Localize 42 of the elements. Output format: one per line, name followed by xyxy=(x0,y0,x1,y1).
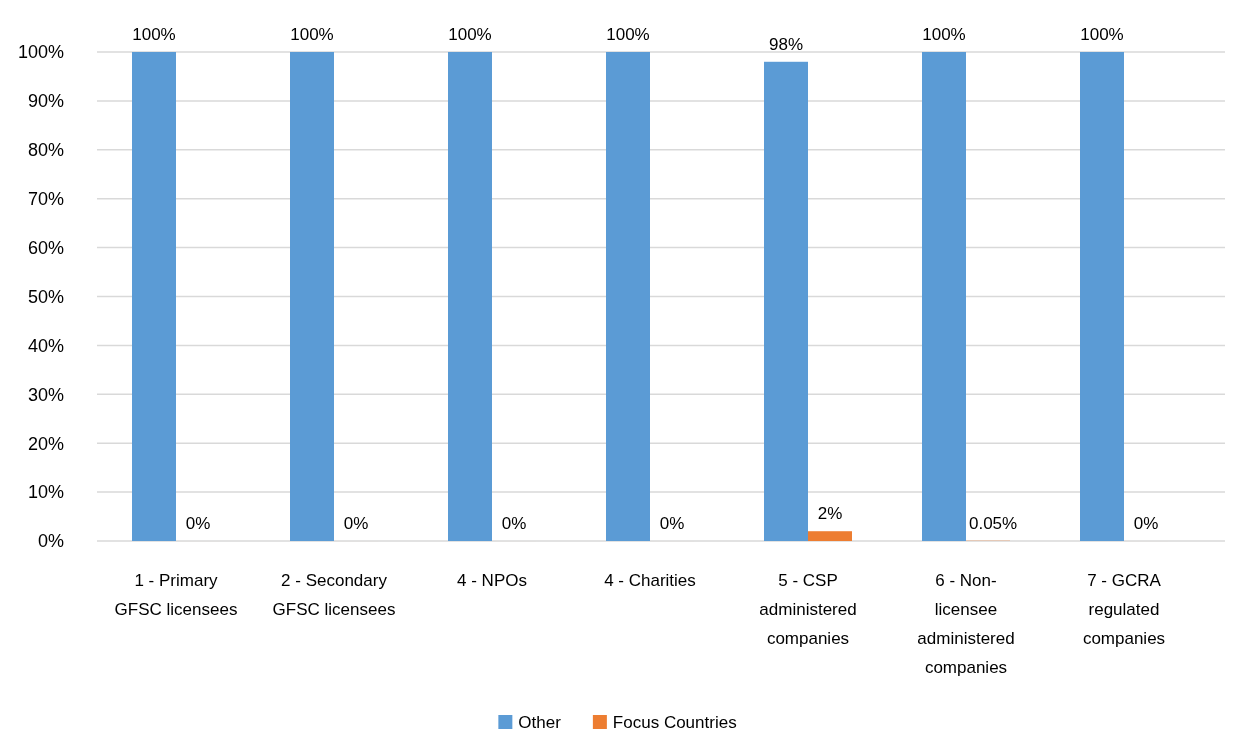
bar xyxy=(606,52,650,541)
x-tick-label: 7 - GCRA regulated companies xyxy=(1082,571,1166,648)
data-label: 2% xyxy=(817,504,843,524)
y-tick-label: 20% xyxy=(27,433,64,454)
legend-label: Other xyxy=(518,712,562,732)
y-tick-label: 90% xyxy=(27,91,64,112)
legend-label: Focus Countries xyxy=(612,712,737,732)
x-tick-label: 4 - Charities xyxy=(604,571,696,590)
x-tick-label: 2 - Secondary GFSC licensees xyxy=(272,571,396,619)
x-tick-label: 1 - Primary GFSC licensees xyxy=(114,571,238,619)
bar xyxy=(1080,52,1124,541)
data-label: 100% xyxy=(132,25,176,44)
x-tick-label: 6 - Non-licensee administered companies xyxy=(917,571,1015,677)
data-label: 100% xyxy=(606,25,650,44)
data-label: 100% xyxy=(1080,25,1124,44)
y-tick-label: 80% xyxy=(27,140,64,161)
bar xyxy=(448,52,492,541)
x-tick-label: 4 - NPOs xyxy=(457,571,527,590)
data-label: 100% xyxy=(448,25,492,44)
data-label: 98% xyxy=(768,34,804,54)
data-label: 0% xyxy=(343,514,369,533)
bar xyxy=(922,52,966,541)
y-tick-label: 40% xyxy=(27,335,64,356)
y-tick-label: 10% xyxy=(27,482,64,503)
y-tick-label: 60% xyxy=(27,237,64,258)
bar xyxy=(132,52,176,541)
x-tick-label: 5 - CSP administered companies xyxy=(759,571,857,648)
y-tick-label: 0% xyxy=(37,531,64,552)
bar xyxy=(764,61,808,541)
data-label: 0% xyxy=(1133,514,1159,533)
y-tick-label: 50% xyxy=(27,286,64,307)
y-tick-label: 100% xyxy=(17,42,64,63)
y-tick-label: 30% xyxy=(27,384,64,405)
data-label: 100% xyxy=(290,25,334,44)
data-label: 0% xyxy=(659,514,685,533)
data-label: 100% xyxy=(922,25,966,44)
y-tick-label: 70% xyxy=(27,189,64,209)
data-label: 0% xyxy=(185,514,211,533)
bar xyxy=(808,531,852,541)
data-label: 0% xyxy=(501,514,527,533)
bar xyxy=(290,52,334,541)
data-label: 0.05% xyxy=(969,513,1018,533)
